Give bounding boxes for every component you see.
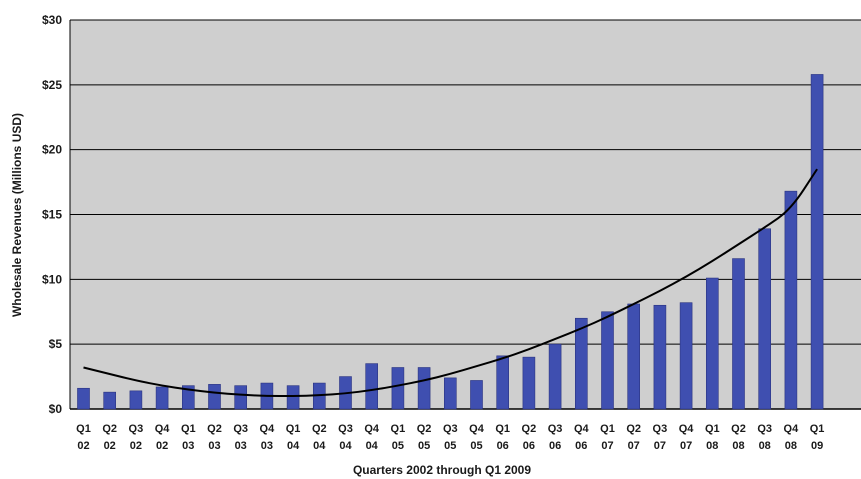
x-tick-label-year: 05 xyxy=(418,440,430,452)
bar xyxy=(575,318,587,409)
x-tick-label: Q4 xyxy=(679,423,695,435)
x-tick-label-year: 05 xyxy=(392,440,404,452)
x-tick-label-year: 07 xyxy=(628,440,640,452)
x-tick-label: Q1 xyxy=(495,423,510,435)
x-tick-label: Q3 xyxy=(548,423,563,435)
y-axis-ticks: $0 $5 $10 $15 $20 $25 $30 xyxy=(42,13,62,416)
bar xyxy=(706,278,718,409)
bar xyxy=(209,384,221,409)
x-tick-label-year: 07 xyxy=(654,440,666,452)
x-tick-label: Q4 xyxy=(260,423,276,435)
x-tick-label-year: 02 xyxy=(104,440,116,452)
x-tick-label-year: 08 xyxy=(785,440,797,452)
y-axis-label: Wholesale Revenues (Millions USD) xyxy=(10,113,24,317)
x-tick-label: Q2 xyxy=(207,423,222,435)
x-tick-label: Q1 xyxy=(286,423,301,435)
bar xyxy=(392,368,404,409)
bar xyxy=(549,344,561,409)
x-axis-label: Quarters 2002 through Q1 2009 xyxy=(353,463,531,477)
x-tick-label-year: 08 xyxy=(706,440,718,452)
x-tick-label-year: 04 xyxy=(339,440,352,452)
bar xyxy=(418,368,430,409)
bar xyxy=(287,386,299,409)
x-tick-label: Q2 xyxy=(102,423,117,435)
bar xyxy=(104,392,116,409)
bar xyxy=(654,305,666,409)
x-tick-label: Q4 xyxy=(155,423,171,435)
y-tick-label: $0 xyxy=(49,402,63,416)
bar xyxy=(156,387,168,409)
bar xyxy=(471,380,483,409)
x-tick-label: Q4 xyxy=(574,423,590,435)
x-tick-label-year: 08 xyxy=(759,440,771,452)
x-tick-label-year: 06 xyxy=(575,440,587,452)
bar xyxy=(235,386,247,409)
x-tick-label-year: 03 xyxy=(235,440,247,452)
bar xyxy=(130,391,142,409)
x-tick-label-year: 02 xyxy=(77,440,89,452)
x-tick-label-year: 04 xyxy=(366,440,379,452)
bar xyxy=(523,357,535,409)
bar xyxy=(78,388,90,409)
bar xyxy=(444,378,456,409)
x-tick-label: Q4 xyxy=(469,423,485,435)
x-tick-label: Q2 xyxy=(731,423,746,435)
y-tick-label: $20 xyxy=(42,143,62,157)
x-tick-label: Q1 xyxy=(181,423,196,435)
x-tick-label-year: 05 xyxy=(444,440,456,452)
x-tick-label: Q2 xyxy=(626,423,641,435)
x-tick-label: Q1 xyxy=(600,423,615,435)
y-tick-label: $30 xyxy=(42,13,62,27)
x-tick-label: Q2 xyxy=(312,423,327,435)
x-tick-label: Q2 xyxy=(417,423,432,435)
x-tick-label: Q3 xyxy=(338,423,353,435)
x-tick-label: Q1 xyxy=(810,423,825,435)
x-tick-label-year: 06 xyxy=(549,440,561,452)
x-tick-label-year: 07 xyxy=(680,440,692,452)
x-tick-label-year: 02 xyxy=(156,440,168,452)
x-tick-label: Q1 xyxy=(391,423,406,435)
bar xyxy=(628,304,640,409)
bar xyxy=(811,74,823,409)
bar xyxy=(759,229,771,409)
bar xyxy=(733,259,745,409)
y-tick-label: $5 xyxy=(49,337,63,351)
x-tick-label: Q4 xyxy=(364,423,380,435)
x-tick-label-year: 08 xyxy=(732,440,744,452)
x-tick-label-year: 03 xyxy=(261,440,273,452)
bar xyxy=(785,191,797,409)
x-tick-label-year: 03 xyxy=(182,440,194,452)
y-tick-label: $10 xyxy=(42,272,62,286)
y-tick-label: $15 xyxy=(42,208,62,222)
x-tick-label-year: 06 xyxy=(523,440,535,452)
bar xyxy=(366,364,378,409)
x-tick-label-year: 05 xyxy=(470,440,482,452)
bar xyxy=(680,303,692,409)
x-tick-label: Q2 xyxy=(522,423,537,435)
x-tick-label-year: 04 xyxy=(287,440,300,452)
x-tick-label: Q3 xyxy=(129,423,144,435)
x-tick-label: Q4 xyxy=(784,423,800,435)
x-tick-label-year: 04 xyxy=(313,440,326,452)
x-tick-label-year: 06 xyxy=(497,440,509,452)
x-tick-label: Q3 xyxy=(653,423,668,435)
x-axis-ticks: Q1 02 Q2 02 Q3 02 Q4 02 Q1 03 Q2 03 Q3 03 Q4 03 Q1 04 Q2 04… xyxy=(76,423,824,452)
y-tick-label: $25 xyxy=(42,78,62,92)
bar xyxy=(602,312,614,409)
x-tick-label-year: 09 xyxy=(811,440,823,452)
x-tick-label: Q3 xyxy=(757,423,772,435)
bar xyxy=(497,356,509,409)
x-tick-label: Q3 xyxy=(233,423,248,435)
x-tick-label: Q1 xyxy=(705,423,720,435)
x-tick-label: Q3 xyxy=(443,423,458,435)
x-tick-label-year: 02 xyxy=(130,440,142,452)
x-tick-label: Q1 xyxy=(76,423,91,435)
x-tick-label-year: 07 xyxy=(601,440,613,452)
x-tick-label-year: 03 xyxy=(208,440,220,452)
